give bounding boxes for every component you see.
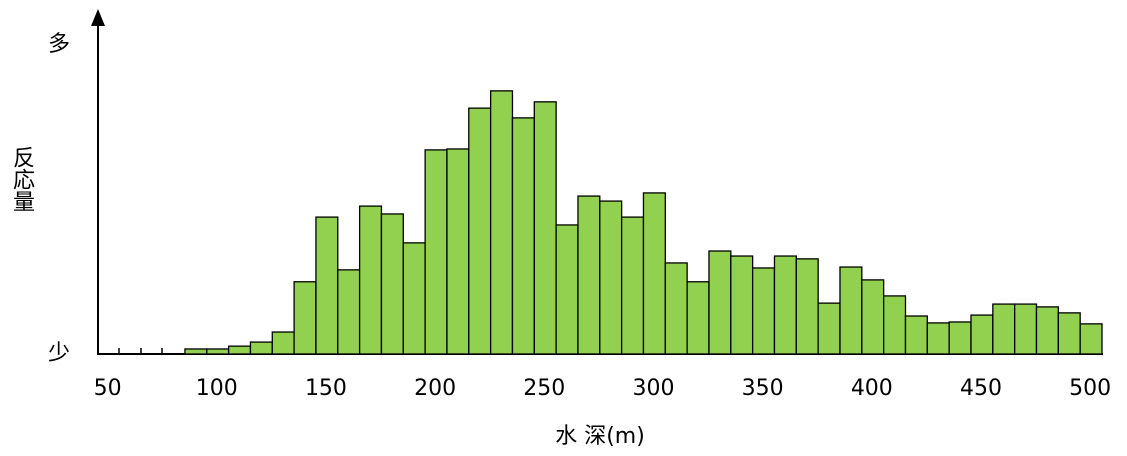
bar [1035,306,1059,355]
y-axis-label: 反応量 [9,146,34,212]
bar [817,302,841,355]
bar [992,303,1016,355]
bar [1057,312,1081,355]
bar [686,281,710,355]
bar [555,224,579,355]
bar [249,341,273,355]
empty-bin-ticks [118,348,163,354]
bar [751,267,776,355]
bar [620,216,645,355]
bar [315,216,339,355]
bar [708,250,732,355]
bar [380,213,404,355]
bar [337,269,361,355]
bar [599,200,623,355]
bar [904,315,928,355]
y-axis-arrow [91,9,105,26]
bar [926,322,950,355]
x-tick-label: 50 [94,376,122,401]
bar [883,295,907,355]
x-tick-label: 350 [742,376,784,401]
bar [1014,303,1038,355]
y-low-label: 少 [48,341,70,366]
bar [206,348,230,355]
bar [577,195,601,355]
bar [795,258,819,355]
bar [468,107,492,355]
bar [489,90,514,355]
x-axis-label: 水 深(m) [555,424,645,449]
bar [533,101,557,355]
x-tick-label: 300 [632,376,674,401]
bar [293,281,317,355]
bar [1079,323,1103,355]
bar [424,149,448,355]
bar [773,255,797,355]
bar [948,321,972,355]
x-tick-label: 250 [523,376,565,401]
bar [511,117,535,355]
bar [271,331,295,355]
bar [730,255,754,355]
bar [861,279,885,355]
bar [642,192,666,355]
x-tick-label: 400 [851,376,893,401]
x-tick-label: 450 [960,376,1002,401]
bar [839,266,863,355]
bar [970,314,994,355]
bar [446,148,470,355]
bar [358,205,383,355]
y-high-label: 多 [48,32,70,57]
x-tick-label: 500 [1069,376,1111,401]
x-tick-label: 150 [305,376,347,401]
bar [664,262,688,355]
x-tick-label: 200 [414,376,456,401]
bar [227,345,252,355]
bar [402,242,426,355]
bar [184,348,208,355]
x-tick-label: 100 [196,376,238,401]
